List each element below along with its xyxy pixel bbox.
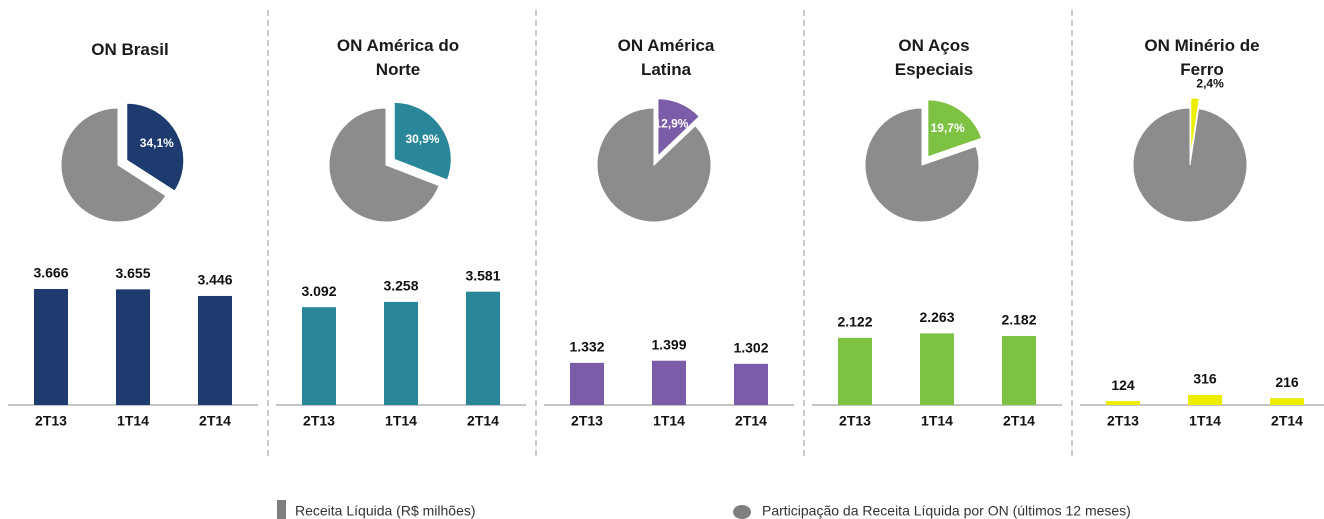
- x-tick-label: 1T14: [1189, 413, 1221, 429]
- pie-slice: [596, 107, 712, 223]
- pie-slice: [328, 107, 440, 223]
- x-tick-label: 1T14: [385, 413, 417, 429]
- bar: [1188, 395, 1222, 405]
- legend-label: Participação da Receita Líquida por ON (…: [762, 503, 1131, 519]
- legend-label: Receita Líquida (R$ milhões): [295, 503, 476, 519]
- panel-title: ON Brasil: [91, 40, 169, 59]
- bar-value-label: 3.655: [115, 265, 150, 281]
- x-tick-label: 2T13: [303, 413, 335, 429]
- bar: [34, 289, 68, 405]
- bar-value-label: 3.666: [33, 265, 68, 281]
- panel-title: ON América Latina: [617, 36, 715, 79]
- bar-value-label: 2.263: [919, 309, 954, 325]
- pie-label: 12,9%: [654, 117, 688, 131]
- bar-value-label: 1.399: [651, 336, 686, 352]
- bar: [466, 291, 500, 405]
- bar-value-label: 1.332: [569, 339, 604, 355]
- bar-value-label: 2.182: [1001, 312, 1036, 328]
- bar-value-label: 316: [1193, 371, 1217, 387]
- bar: [1270, 398, 1304, 405]
- pie-label: 19,7%: [931, 121, 965, 135]
- pie-label: 30,9%: [405, 132, 439, 146]
- bar-value-label: 1.302: [733, 340, 768, 356]
- x-tick-label: 2T14: [467, 413, 499, 429]
- bar-value-label: 3.092: [301, 283, 336, 299]
- x-tick-label: 1T14: [117, 413, 149, 429]
- pie-slice: [657, 98, 700, 157]
- bar: [734, 363, 768, 405]
- bar: [652, 360, 686, 405]
- pie-slice: [1190, 97, 1200, 156]
- pie-slice: [60, 107, 167, 223]
- pie-slice: [126, 102, 185, 192]
- x-tick-label: 2T14: [199, 413, 231, 429]
- pie-slice: [393, 101, 452, 181]
- x-tick-label: 1T14: [653, 413, 685, 429]
- x-tick-label: 2T13: [839, 413, 871, 429]
- x-tick-label: 2T14: [1003, 413, 1035, 429]
- x-tick-label: 2T13: [571, 413, 603, 429]
- bar: [198, 295, 232, 405]
- bar: [920, 333, 954, 405]
- bar-value-label: 216: [1275, 374, 1299, 390]
- bar: [570, 362, 604, 405]
- bar: [384, 301, 418, 405]
- pie-slice: [927, 99, 983, 158]
- bar-value-label: 3.446: [197, 272, 232, 288]
- bar-value-label: 124: [1111, 377, 1135, 393]
- x-tick-label: 1T14: [921, 413, 953, 429]
- panel-title: ON Minério de Ferro: [1144, 36, 1260, 79]
- bar: [1106, 401, 1140, 405]
- bar-value-label: 3.581: [465, 267, 500, 283]
- pie-label: 2,4%: [1196, 76, 1224, 90]
- bar: [116, 289, 150, 405]
- bar-value-label: 2.122: [837, 314, 872, 330]
- x-tick-label: 2T13: [1107, 413, 1139, 429]
- panel-title: ON América do Norte: [336, 36, 460, 79]
- x-tick-label: 2T13: [35, 413, 67, 429]
- bar: [838, 337, 872, 405]
- pie-slice: [864, 107, 980, 223]
- pie-label: 34,1%: [140, 136, 174, 150]
- legend-pie-icon: [733, 505, 751, 519]
- bar: [1002, 335, 1036, 405]
- x-tick-label: 2T14: [735, 413, 767, 429]
- bar-value-label: 3.258: [383, 278, 418, 294]
- bar: [302, 307, 336, 405]
- panel-title: ON Aços Especiais: [894, 36, 974, 79]
- x-tick-label: 2T14: [1271, 413, 1303, 429]
- legend-bar-icon: [277, 500, 286, 519]
- pie-slice: [1132, 107, 1248, 223]
